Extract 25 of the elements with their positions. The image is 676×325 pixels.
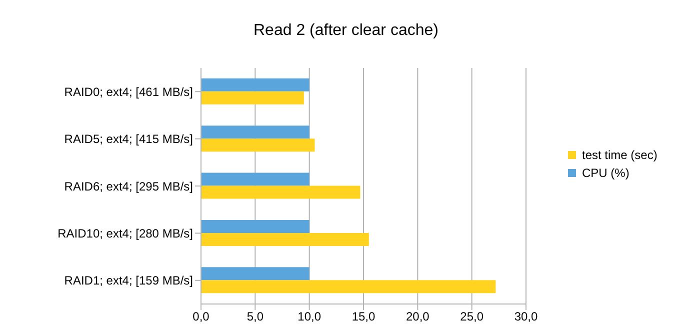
bar	[201, 91, 304, 104]
x-tick-label: 5,0	[246, 310, 264, 324]
legend-label: CPU (%)	[581, 166, 630, 180]
bar	[201, 172, 310, 186]
bar	[201, 267, 310, 280]
bar	[201, 126, 310, 139]
x-tick-label: 15,0	[352, 310, 376, 324]
y-tick-label: RAID1; ext4; [159 MB/s]	[64, 274, 193, 288]
bar	[201, 280, 496, 294]
x-tick-label: 10,0	[298, 310, 322, 324]
x-tick-label: 30,0	[514, 310, 538, 324]
bar	[201, 186, 360, 199]
bar	[201, 78, 310, 92]
y-tick-label: RAID6; ext4; [295 MB/s]	[64, 179, 193, 194]
legend-label: test time (sec)	[581, 148, 658, 162]
y-tick-label: RAID5; ext4; [415 MB/s]	[64, 132, 193, 146]
x-tick-label: 0,0	[192, 310, 210, 324]
bar	[201, 232, 369, 246]
bar	[201, 220, 310, 233]
chart-title: Read 2 (after clear cache)	[252, 22, 440, 40]
x-tick-label: 25,0	[460, 310, 484, 324]
y-tick-label: RAID0; ext4; [461 MB/s]	[64, 84, 193, 99]
x-tick-label: 20,0	[406, 310, 430, 324]
bar	[201, 138, 315, 152]
y-tick-label: RAID10; ext4; [280 MB/s]	[58, 226, 193, 240]
